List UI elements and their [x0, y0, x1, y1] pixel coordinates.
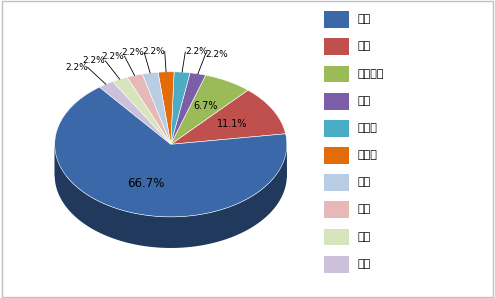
- FancyBboxPatch shape: [324, 147, 349, 164]
- FancyBboxPatch shape: [324, 229, 349, 245]
- Text: 2.2%: 2.2%: [185, 47, 208, 56]
- FancyBboxPatch shape: [324, 66, 349, 82]
- Polygon shape: [55, 87, 287, 217]
- Polygon shape: [112, 77, 171, 144]
- Text: 瑞典: 瑞典: [358, 96, 371, 106]
- Text: 澳大利亚: 澳大利亚: [358, 69, 384, 79]
- Text: 英国: 英国: [358, 177, 371, 187]
- Polygon shape: [171, 73, 205, 144]
- Polygon shape: [55, 145, 287, 248]
- Polygon shape: [171, 75, 248, 144]
- Text: 美国: 美国: [358, 14, 371, 24]
- Polygon shape: [171, 90, 286, 144]
- Text: 66.7%: 66.7%: [127, 177, 164, 190]
- Polygon shape: [127, 74, 171, 144]
- FancyBboxPatch shape: [324, 256, 349, 273]
- Text: 丹麦: 丹麦: [358, 204, 371, 215]
- Polygon shape: [99, 82, 171, 144]
- Text: 法国: 法国: [358, 232, 371, 242]
- FancyBboxPatch shape: [324, 93, 349, 109]
- Text: 爱尔兰: 爱尔兰: [358, 123, 378, 133]
- Polygon shape: [171, 144, 287, 178]
- Text: 2.2%: 2.2%: [122, 49, 145, 58]
- Text: 比利时: 比利时: [358, 150, 378, 160]
- Text: 2.2%: 2.2%: [65, 63, 88, 72]
- Text: 2.2%: 2.2%: [83, 56, 105, 66]
- Polygon shape: [55, 144, 171, 176]
- Polygon shape: [171, 72, 190, 144]
- Text: 荷兰: 荷兰: [358, 259, 371, 269]
- Text: 2.2%: 2.2%: [142, 47, 165, 56]
- Polygon shape: [142, 72, 171, 144]
- Text: 2.2%: 2.2%: [101, 52, 124, 60]
- FancyBboxPatch shape: [324, 201, 349, 218]
- FancyBboxPatch shape: [324, 174, 349, 191]
- Text: 2.2%: 2.2%: [205, 49, 228, 58]
- FancyBboxPatch shape: [324, 11, 349, 28]
- Text: 6.7%: 6.7%: [193, 102, 217, 111]
- Text: 中国: 中国: [358, 41, 371, 52]
- Text: 11.1%: 11.1%: [217, 119, 248, 129]
- FancyBboxPatch shape: [324, 120, 349, 137]
- FancyBboxPatch shape: [324, 38, 349, 55]
- Polygon shape: [158, 72, 174, 144]
